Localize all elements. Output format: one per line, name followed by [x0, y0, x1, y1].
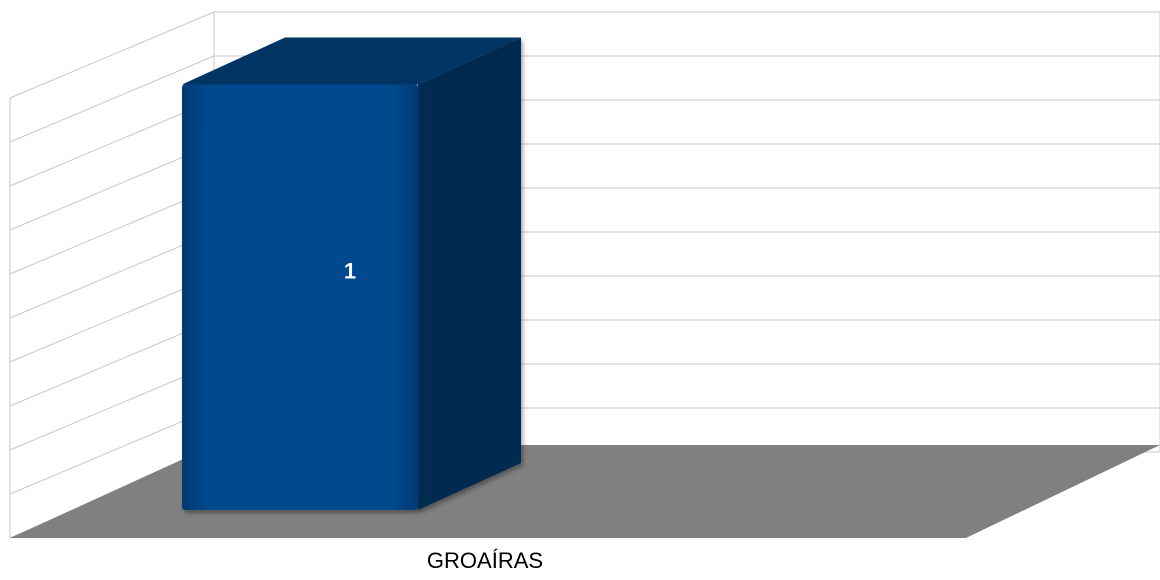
gridline-side	[9, 231, 215, 319]
gridline-side	[9, 55, 215, 143]
bar-top	[182, 37, 521, 85]
data-label: 1	[344, 259, 356, 284]
gridline-side	[9, 407, 215, 495]
gridline-side	[9, 319, 215, 407]
bar-side	[418, 37, 521, 510]
gridline-side	[9, 187, 215, 275]
bar-group	[182, 37, 521, 510]
gridline-side	[9, 143, 215, 231]
bar	[182, 84, 418, 510]
category-labels: GROAÍRAS	[427, 548, 543, 573]
gridline-side	[9, 363, 215, 451]
bars: 1	[182, 37, 521, 510]
gridline-side	[9, 275, 215, 363]
gridline-side	[9, 99, 215, 187]
category-label: GROAÍRAS	[427, 548, 543, 573]
